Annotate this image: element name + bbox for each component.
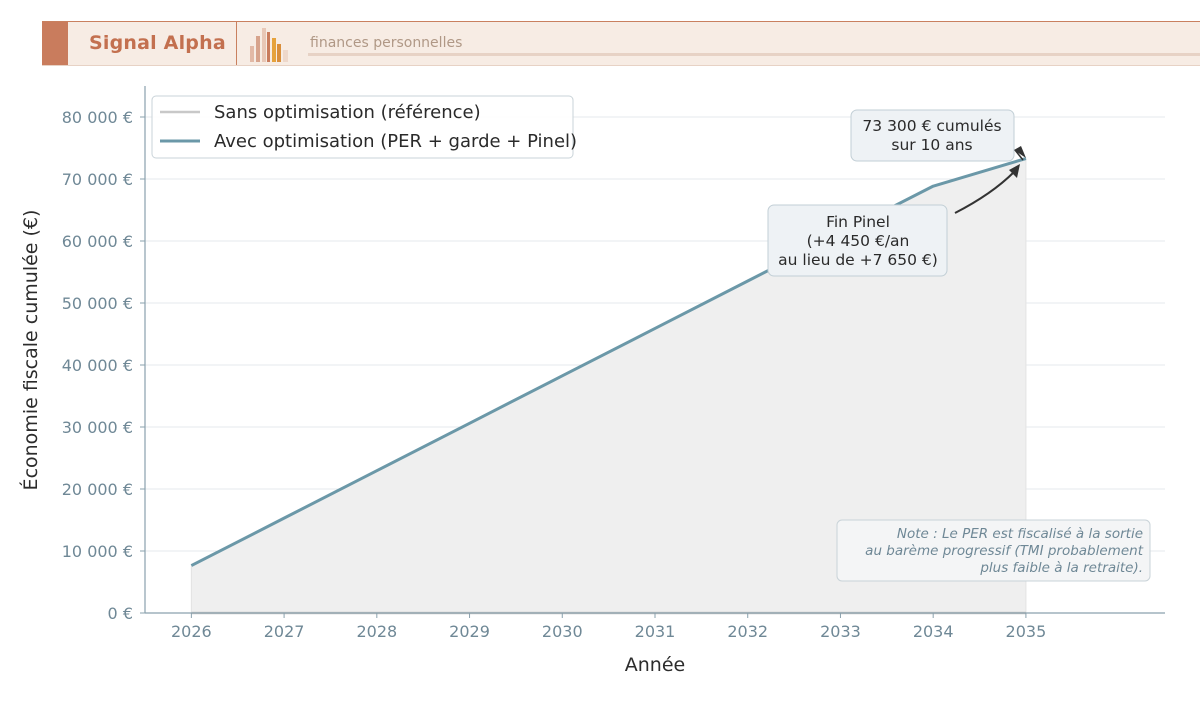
annotation-total-arrowhead xyxy=(1014,146,1026,158)
legend-box xyxy=(151,95,574,159)
annotation-pinel-box xyxy=(767,204,948,277)
x-tick-label: 2032 xyxy=(727,622,768,641)
y-axis-label: Économie fiscale cumulée (€) xyxy=(19,210,42,491)
note: Note : Le PER est fiscalisé à la sortie … xyxy=(836,519,1151,582)
header-subtitle: finances personnelles xyxy=(310,35,463,51)
annotation-pinel-arrowhead xyxy=(1009,164,1020,178)
x-tick-label: 2027 xyxy=(264,622,305,641)
annotation-total-line1: 73 300 € cumulés xyxy=(862,117,1001,135)
y-tick-label: 30 000 € xyxy=(62,418,133,437)
x-tick-label: 2035 xyxy=(1006,622,1047,641)
legend-label-reference: Sans optimisation (référence) xyxy=(214,102,481,123)
annotation-total-arrow xyxy=(1014,149,1024,161)
y-tick-label: 60 000 € xyxy=(62,232,133,251)
legend: Sans optimisation (référence) Avec optim… xyxy=(151,95,577,159)
x-axis-label: Année xyxy=(625,654,685,676)
y-tick-label: 50 000 € xyxy=(62,294,133,313)
y-tick-label: 0 € xyxy=(108,604,133,623)
y-tick-label: 40 000 € xyxy=(62,356,133,375)
note-box xyxy=(836,519,1151,582)
note-line2: au barème progressif (TMI probablement xyxy=(865,543,1144,559)
x-tick-label: 2028 xyxy=(356,622,397,641)
y-tick-label: 10 000 € xyxy=(62,542,133,561)
annotation-pinel-line1: Fin Pinel xyxy=(826,213,890,231)
note-line3: plus faible à la retraite). xyxy=(979,560,1143,576)
y-tick-label: 70 000 € xyxy=(62,170,133,189)
x-tick-label: 2034 xyxy=(913,622,954,641)
annotation-total-box xyxy=(850,109,1015,162)
header-banner: Signal Alpha finances personnelles xyxy=(42,21,1200,66)
x-tick-label: 2030 xyxy=(542,622,583,641)
header-rule xyxy=(308,53,1200,56)
x-tick-label: 2033 xyxy=(820,622,861,641)
legend-label-optimised: Avec optimisation (PER + garde + Pinel) xyxy=(214,131,577,152)
annotation-pinel-line2: (+4 450 €/an xyxy=(807,232,910,250)
x-tick-label: 2031 xyxy=(635,622,676,641)
annotation-total-line2: sur 10 ans xyxy=(891,136,972,154)
brand-color-block xyxy=(42,22,68,65)
annotation-pinel-line3: au lieu de +7 650 €) xyxy=(778,251,938,269)
header-separator xyxy=(236,22,237,65)
annotation-pinel-arrow xyxy=(954,171,1015,214)
bar-chart-logo-icon xyxy=(250,28,288,62)
brand-title: Signal Alpha xyxy=(89,32,226,54)
annotation-total: 73 300 € cumulés sur 10 ans xyxy=(850,109,1026,162)
note-line1: Note : Le PER est fiscalisé à la sortie xyxy=(897,526,1143,542)
x-tick-label: 2029 xyxy=(449,622,490,641)
x-tick-label: 2026 xyxy=(171,622,212,641)
y-tick-label: 80 000 € xyxy=(62,108,133,127)
annotation-pinel: Fin Pinel (+4 450 €/an au lieu de +7 650… xyxy=(767,164,1020,277)
y-tick-label: 20 000 € xyxy=(62,480,133,499)
